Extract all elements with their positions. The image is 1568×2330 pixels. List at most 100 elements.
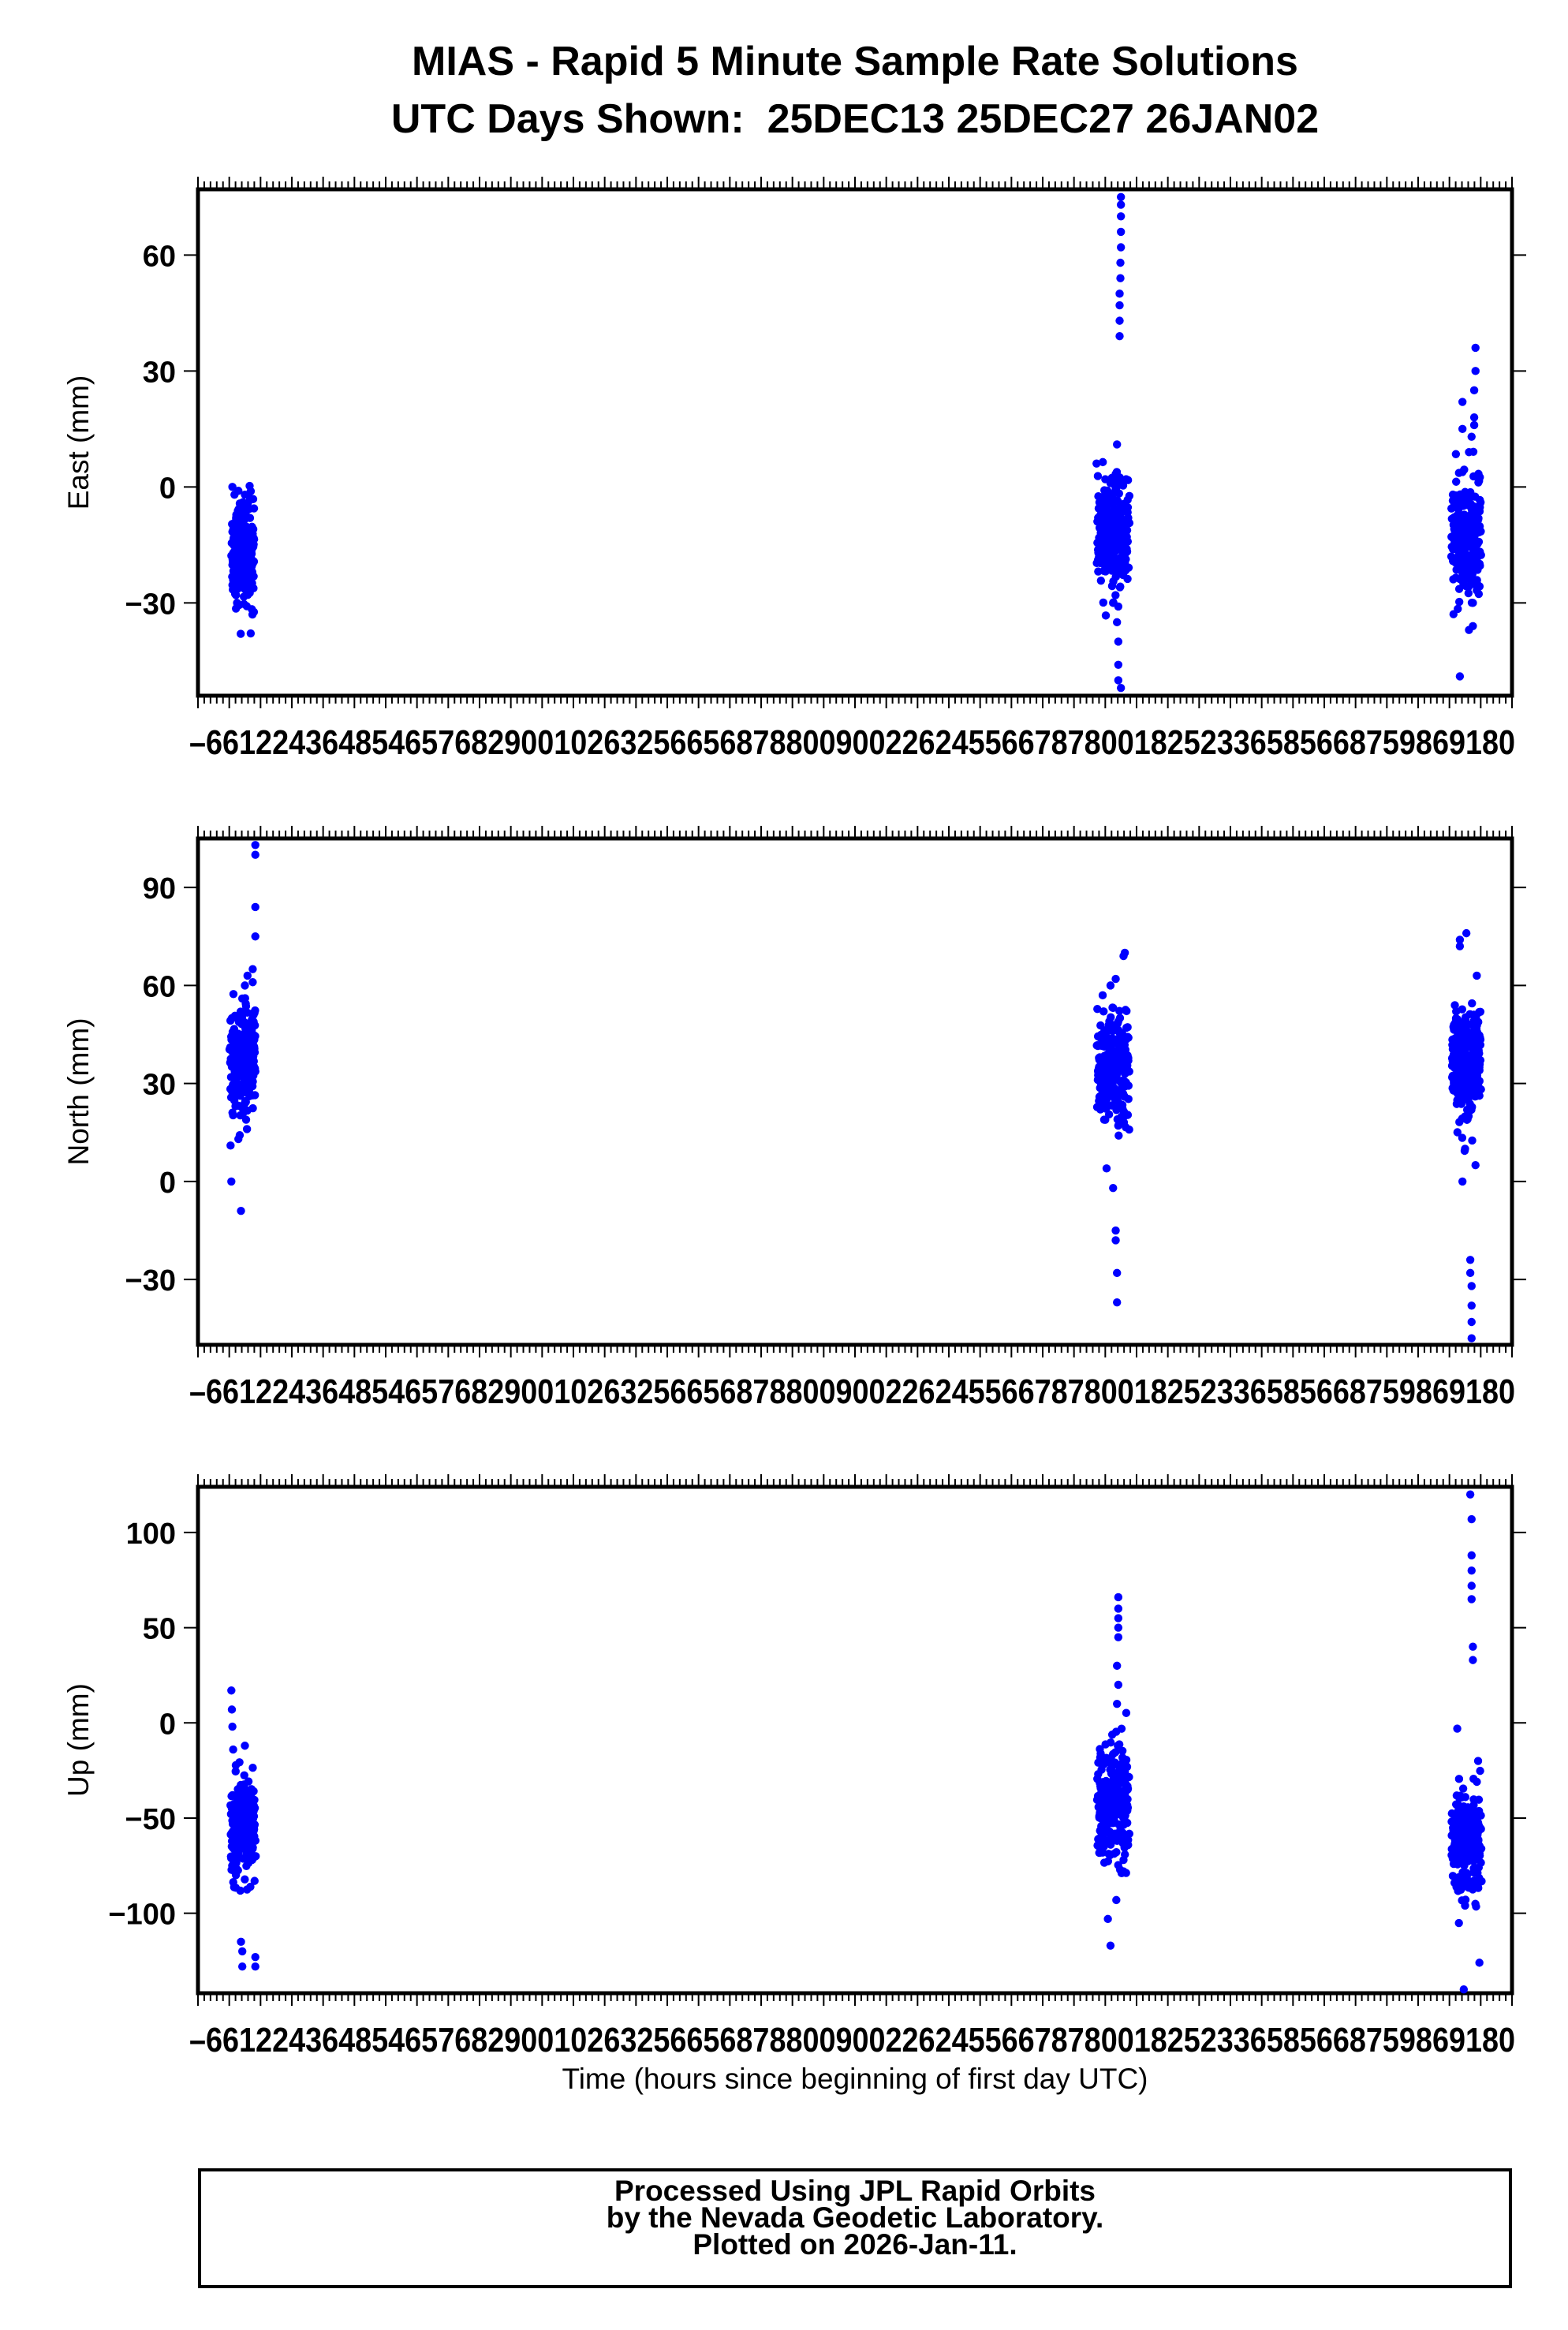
data-point	[1475, 1007, 1484, 1017]
data-point	[1122, 1762, 1132, 1772]
data-point-outlier	[1113, 1298, 1122, 1307]
data-point-outlier	[1113, 440, 1122, 449]
data-point	[1473, 1777, 1481, 1787]
data-point	[248, 525, 258, 534]
y-tick-label: −50	[125, 1803, 176, 1836]
data-point-outlier	[251, 1952, 259, 1962]
data-point	[250, 1795, 259, 1805]
data-point	[1125, 1125, 1133, 1134]
data-point-outlier	[1467, 1317, 1476, 1327]
data-point	[1124, 1095, 1133, 1103]
x-axis-label: Time (hours since beginning of first day…	[562, 2063, 1148, 2095]
data-point	[248, 1077, 257, 1086]
data-point	[1474, 1795, 1484, 1804]
data-point-outlier	[1119, 1855, 1128, 1865]
data-point	[1476, 562, 1484, 570]
data-point-outlier	[1467, 1595, 1476, 1604]
data-point	[1451, 477, 1461, 486]
data-point-outlier	[1106, 981, 1115, 990]
data-point	[1093, 472, 1103, 480]
data-point	[248, 543, 258, 551]
data-point	[250, 1820, 259, 1829]
y-axis-label: East (mm)	[62, 375, 95, 510]
data-point	[1125, 491, 1134, 500]
data-point-outlier	[1455, 672, 1465, 681]
y-tick-label: 30	[143, 1069, 176, 1102]
data-point-outlier	[1122, 475, 1130, 484]
footer-credit-box: Processed Using JPL Rapid Orbits by the …	[198, 2168, 1512, 2288]
data-points	[225, 841, 1485, 1342]
data-point	[235, 1758, 244, 1767]
data-point	[251, 1067, 259, 1076]
data-point	[1099, 1115, 1109, 1124]
data-point-outlier	[1469, 599, 1477, 607]
data-point	[1450, 1001, 1459, 1010]
y-tick-label: 100	[126, 1518, 176, 1551]
data-point-outlier	[1467, 1334, 1476, 1342]
data-point	[250, 1805, 259, 1813]
panels: 60 30 0 −30 East (mm) –6612243648546576829001…	[62, 177, 1526, 2059]
data-point-outlier	[248, 978, 257, 987]
data-point-outlier	[1109, 599, 1118, 607]
data-point-outlier	[248, 965, 257, 973]
footer-line-3: Plotted on 2026-Jan-11.	[693, 2228, 1017, 2261]
data-point-outlier	[1114, 1623, 1123, 1632]
data-point	[252, 1852, 260, 1861]
plot-frame	[196, 187, 1514, 698]
data-point-outlier	[226, 1141, 235, 1150]
data-point-outlier	[1455, 935, 1465, 944]
data-point	[1122, 1755, 1131, 1764]
data-point	[1468, 1136, 1477, 1145]
data-point-outlier	[1114, 1593, 1123, 1602]
data-point-outlier	[1114, 676, 1123, 685]
data-point-outlier	[1469, 622, 1477, 630]
data-point-outlier	[251, 932, 259, 941]
data-point	[1476, 502, 1484, 512]
data-point-outlier	[1469, 1642, 1477, 1651]
data-point-outlier	[248, 610, 257, 619]
chart-title: MIAS - Rapid 5 Minute Sample Rate Soluti…	[412, 39, 1298, 84]
data-point-outlier	[234, 487, 243, 495]
data-point	[1125, 1829, 1134, 1839]
data-point-outlier	[1120, 948, 1129, 958]
data-point	[1103, 1857, 1113, 1865]
data-point	[1118, 1746, 1127, 1756]
data-point-outlier	[227, 1686, 236, 1695]
data-point	[1116, 582, 1125, 591]
data-point-outlier	[1111, 1226, 1120, 1235]
data-point	[250, 1876, 259, 1885]
data-point	[1114, 1740, 1124, 1749]
data-point	[242, 1125, 252, 1133]
data-point-outlier	[1116, 192, 1126, 202]
data-point	[1474, 513, 1483, 523]
data-point-outlier	[1469, 420, 1479, 430]
data-point	[1115, 1014, 1125, 1022]
data-point-outlier	[251, 850, 259, 859]
data-point	[249, 572, 258, 581]
y-tick-label: −30	[125, 1264, 176, 1298]
data-point-outlier	[237, 1206, 245, 1215]
data-point-outlier	[1114, 637, 1123, 646]
data-point	[1476, 525, 1484, 535]
data-point	[1123, 1023, 1132, 1032]
data-point	[1101, 611, 1111, 620]
data-point	[245, 513, 255, 522]
data-point-outlier	[1469, 1656, 1477, 1664]
data-point	[249, 1812, 259, 1820]
data-point-outlier	[1467, 1581, 1476, 1590]
data-point	[250, 1044, 259, 1053]
data-point	[1467, 1105, 1476, 1115]
data-point-outlier	[1458, 1177, 1467, 1186]
data-point	[1461, 1895, 1470, 1904]
data-point	[1104, 1110, 1114, 1119]
data-point-outlier	[1119, 1867, 1128, 1876]
data-point-outlier	[1098, 991, 1107, 1000]
data-point	[1464, 1111, 1473, 1121]
data-point-outlier	[1471, 367, 1480, 375]
data-point	[1451, 450, 1461, 458]
data-point	[1118, 1089, 1128, 1098]
x-tick-labels: –661224364854657682900102632566568788009…	[189, 723, 1515, 762]
panel-up: 100 50 0 −50 −100 Up (mm) –6612243648546576829…	[62, 1474, 1526, 2059]
x-tick-labels: –661224364854657682900102632566568788009…	[189, 1372, 1515, 1411]
data-point	[1123, 1803, 1133, 1813]
